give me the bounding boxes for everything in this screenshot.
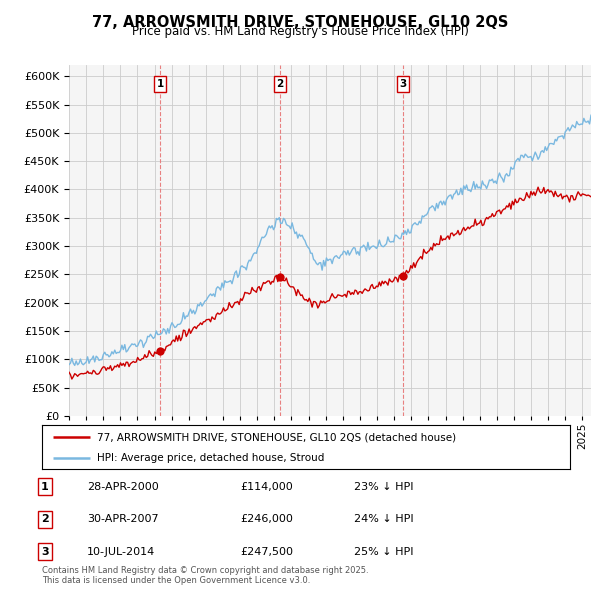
Text: 2: 2 — [277, 79, 284, 89]
Text: £247,500: £247,500 — [240, 547, 293, 556]
Text: 3: 3 — [400, 79, 407, 89]
Text: 77, ARROWSMITH DRIVE, STONEHOUSE, GL10 2QS (detached house): 77, ARROWSMITH DRIVE, STONEHOUSE, GL10 2… — [97, 432, 457, 442]
Text: Contains HM Land Registry data © Crown copyright and database right 2025.
This d: Contains HM Land Registry data © Crown c… — [42, 566, 368, 585]
Text: HPI: Average price, detached house, Stroud: HPI: Average price, detached house, Stro… — [97, 453, 325, 463]
Text: 2: 2 — [41, 514, 49, 524]
Text: 77, ARROWSMITH DRIVE, STONEHOUSE, GL10 2QS: 77, ARROWSMITH DRIVE, STONEHOUSE, GL10 2… — [92, 15, 508, 30]
Text: £114,000: £114,000 — [240, 482, 293, 491]
Text: 1: 1 — [41, 482, 49, 491]
Text: £246,000: £246,000 — [240, 514, 293, 524]
Text: 25% ↓ HPI: 25% ↓ HPI — [354, 547, 413, 556]
Text: 30-APR-2007: 30-APR-2007 — [87, 514, 158, 524]
Text: 10-JUL-2014: 10-JUL-2014 — [87, 547, 155, 556]
Text: Price paid vs. HM Land Registry's House Price Index (HPI): Price paid vs. HM Land Registry's House … — [131, 25, 469, 38]
Text: 1: 1 — [157, 79, 164, 89]
Text: 3: 3 — [41, 547, 49, 556]
Text: 24% ↓ HPI: 24% ↓ HPI — [354, 514, 413, 524]
Text: 23% ↓ HPI: 23% ↓ HPI — [354, 482, 413, 491]
Text: 28-APR-2000: 28-APR-2000 — [87, 482, 159, 491]
